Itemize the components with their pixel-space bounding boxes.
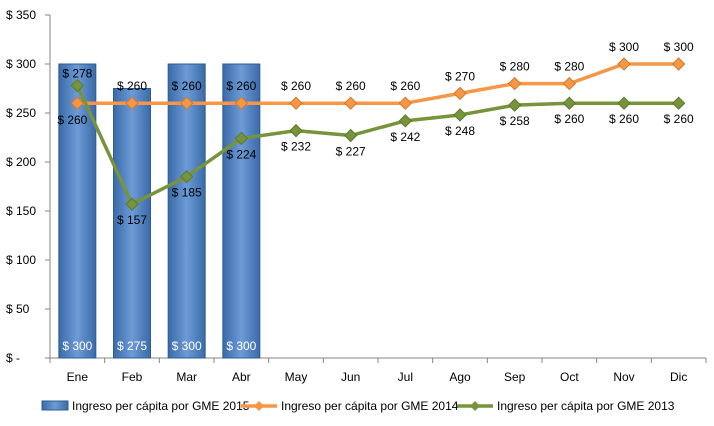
data-label-2013: $ 278 xyxy=(62,67,92,81)
legend-swatch-2015 xyxy=(41,400,69,411)
axes: $ - $ 50 $ 100 $ 150 $ 200 $ 250 $ 300 $ 350 Ene… xyxy=(6,8,707,384)
marker-2013 xyxy=(289,123,303,138)
marker-2014 xyxy=(398,96,413,110)
y-tick-label: $ 300 xyxy=(6,57,36,71)
marker-2014 xyxy=(289,96,303,110)
x-tick-label: May xyxy=(285,370,308,384)
data-label-2013: $ 227 xyxy=(336,145,366,159)
marker-2014 xyxy=(70,96,85,110)
line-2014 xyxy=(77,62,679,105)
legend-swatch-marker xyxy=(254,401,264,411)
y-tick-label: $ 50 xyxy=(6,302,30,316)
x-tick-label: Dic xyxy=(670,370,687,384)
marker-2014 xyxy=(343,96,358,110)
bar-data-label: $ 300 xyxy=(172,339,202,353)
data-label-2014: $ 260 xyxy=(281,79,311,93)
x-tick-label: Oct xyxy=(560,370,579,384)
marker-2014 xyxy=(507,76,522,91)
data-label-2014: $ 270 xyxy=(445,69,475,83)
bar-data-label: $ 275 xyxy=(117,339,147,353)
marker-2014 xyxy=(671,57,686,71)
data-label-2013: $ 185 xyxy=(172,186,202,200)
marker-2013 xyxy=(562,96,577,110)
data-label-2013: $ 224 xyxy=(226,147,256,161)
line-2013 xyxy=(75,84,679,206)
marker-2014 xyxy=(562,76,577,91)
marker-2013 xyxy=(343,128,358,143)
marker-2014 xyxy=(125,96,139,110)
legend-label: Ingreso per cápita por GME 2015 xyxy=(72,399,250,413)
data-label-2013: $ 157 xyxy=(117,213,147,227)
marker-2013 xyxy=(453,108,467,122)
data-label-2014: $ 280 xyxy=(554,60,584,74)
x-tick-label: Nov xyxy=(613,370,634,384)
bar-2015 xyxy=(222,63,261,359)
data-label-2013: $ 258 xyxy=(500,114,530,128)
bar-data-label: $ 300 xyxy=(226,339,256,353)
data-label-2013: $ 248 xyxy=(445,124,475,138)
data-label-2013: $ 232 xyxy=(281,140,311,154)
marker-2013 xyxy=(234,131,249,146)
marker-2013 xyxy=(398,114,413,128)
legend-label: Ingreso per cápita por GME 2014 xyxy=(281,399,459,413)
marker-2014 xyxy=(453,86,467,101)
legend-swatch-marker xyxy=(470,401,480,411)
x-tick-label: Feb xyxy=(122,370,143,384)
data-label-2014: $ 300 xyxy=(609,40,639,54)
x-tick-label: Mar xyxy=(176,370,197,384)
bar-2015 xyxy=(167,63,206,359)
data-label-2014: $ 260 xyxy=(172,79,202,93)
y-tick-label: $ 100 xyxy=(6,253,36,267)
data-label-2014: $ 300 xyxy=(664,40,694,54)
data-labels: $ 300 $ 275 $ 300 $ 300 $ 260 $ 260 $ 260 $ 260… xyxy=(57,40,694,353)
x-tick-label: Ago xyxy=(449,370,471,384)
y-tick-label: $ 150 xyxy=(6,204,36,218)
x-tick-label: Jul xyxy=(398,370,413,384)
marker-2013 xyxy=(70,78,85,93)
bar-series-2015 xyxy=(58,63,261,359)
line-series xyxy=(70,57,686,211)
y-tick-label: $ 250 xyxy=(6,106,36,120)
marker-2014 xyxy=(179,96,194,110)
x-tick-label: Ene xyxy=(67,370,89,384)
x-tick-label: Abr xyxy=(232,370,251,384)
data-label-2014: $ 260 xyxy=(336,79,366,93)
data-label-2013: $ 260 xyxy=(554,112,584,126)
data-label-2013: $ 242 xyxy=(390,130,420,144)
data-label-2014: $ 260 xyxy=(57,113,87,127)
marker-2014 xyxy=(234,96,249,110)
data-label-2014: $ 260 xyxy=(117,79,147,93)
y-tick-label: $ 350 xyxy=(6,8,36,22)
chart-legend: Ingreso per cápita por GME 2015 Ingreso p… xyxy=(41,399,675,413)
legend-label: Ingreso per cápita por GME 2013 xyxy=(497,399,675,413)
data-label-2014: $ 260 xyxy=(226,79,256,93)
data-label-2014: $ 280 xyxy=(500,60,530,74)
x-tick-label: Sep xyxy=(504,370,526,384)
marker-2014 xyxy=(617,57,631,71)
data-label-2013: $ 260 xyxy=(609,112,639,126)
marker-2013 xyxy=(125,197,139,211)
data-label-2014: $ 260 xyxy=(390,79,420,93)
marker-2013 xyxy=(671,96,686,110)
marker-2013 xyxy=(507,98,522,112)
x-tick-label: Jun xyxy=(341,370,360,384)
bar-2015 xyxy=(113,88,151,359)
y-tick-label: $ 200 xyxy=(6,155,36,169)
y-tick-label: $ - xyxy=(6,351,20,365)
data-label-2013: $ 260 xyxy=(664,112,694,126)
bar-data-label: $ 300 xyxy=(62,339,92,353)
marker-2013 xyxy=(179,169,194,184)
marker-2013 xyxy=(617,96,631,110)
